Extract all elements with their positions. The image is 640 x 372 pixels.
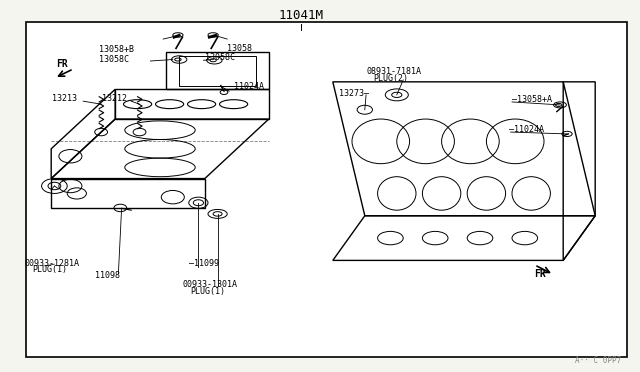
Text: 13058: 13058	[227, 44, 252, 53]
Text: A·· C 0PP7: A·· C 0PP7	[575, 356, 621, 365]
Text: 11041M: 11041M	[278, 9, 323, 22]
Text: 13213: 13213	[52, 94, 77, 103]
Text: —13058+A: —13058+A	[512, 95, 552, 104]
Text: —11024A: —11024A	[229, 81, 264, 90]
Text: PLUG(2): PLUG(2)	[373, 74, 408, 83]
Text: 00933-1281A: 00933-1281A	[24, 259, 79, 268]
Text: 13058+B: 13058+B	[99, 45, 134, 54]
Text: FR: FR	[534, 269, 546, 279]
Text: PLUG(1): PLUG(1)	[32, 265, 67, 274]
Text: 13058C: 13058C	[99, 55, 129, 64]
Text: —11024A: —11024A	[509, 125, 545, 134]
Text: FR: FR	[56, 59, 67, 69]
Text: 11098: 11098	[95, 271, 120, 280]
Text: —11099: —11099	[189, 259, 219, 268]
Text: 13212: 13212	[102, 94, 127, 103]
Text: 13058C: 13058C	[205, 53, 235, 62]
Text: 13273—: 13273—	[339, 89, 369, 97]
Text: PLUG(1): PLUG(1)	[190, 287, 225, 296]
Text: 08931-7181A: 08931-7181A	[366, 67, 421, 76]
Text: 00933-1301A: 00933-1301A	[182, 280, 237, 289]
